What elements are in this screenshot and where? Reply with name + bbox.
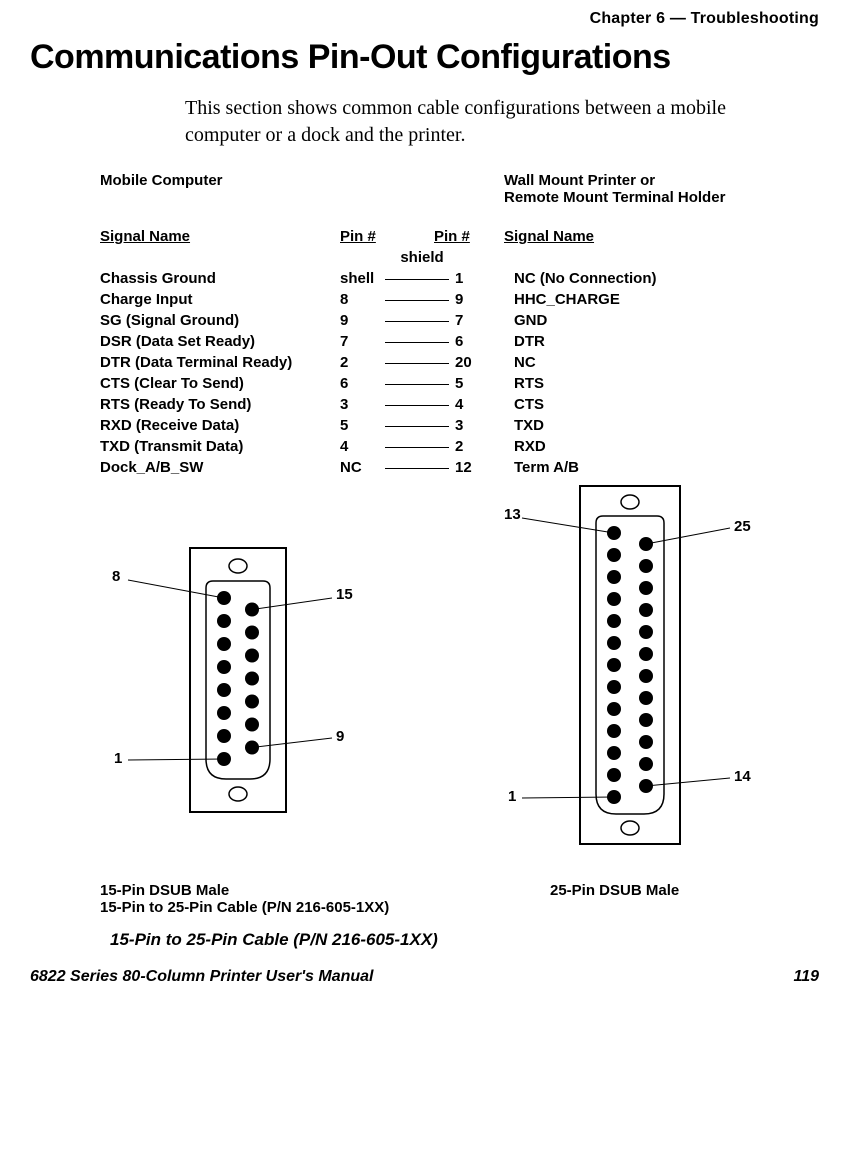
pin-left: 7 <box>340 333 385 350</box>
signal-right: RXD <box>514 438 784 455</box>
pin-number-label: 8 <box>112 568 120 585</box>
signal-right: Term A/B <box>514 459 784 476</box>
wire-line <box>385 363 449 364</box>
wire-line <box>385 405 449 406</box>
signal-left: CTS (Clear To Send) <box>100 375 340 392</box>
conn25-caption: 25-Pin DSUB Male <box>550 882 849 916</box>
col-pin-left: Pin # <box>340 228 410 245</box>
pinout-row: CTS (Clear To Send)6 5 RTS <box>100 373 799 394</box>
pinout-row: SG (Signal Ground)9 7 GND <box>100 310 799 331</box>
pin-right: 5 <box>449 375 494 392</box>
pin-right: 9 <box>449 291 494 308</box>
pinout-row: DSR (Data Set Ready)7 6 DTR <box>100 331 799 352</box>
pinout-row: RXD (Receive Data)5 3 TXD <box>100 415 799 436</box>
signal-right: NC (No Connection) <box>514 270 784 287</box>
signal-left: RXD (Receive Data) <box>100 417 340 434</box>
wire-line <box>385 342 449 343</box>
chapter-header: Chapter 6 — Troubleshooting <box>30 10 819 28</box>
wire-line <box>385 468 449 469</box>
pin-left: 3 <box>340 396 385 413</box>
signal-right: DTR <box>514 333 784 350</box>
pinout-row: Charge Input8 9 HHC_CHARGE <box>100 289 799 310</box>
signal-left: Chassis Ground <box>100 270 340 287</box>
pin-right: 12 <box>449 459 494 476</box>
col-signal-right: Signal Name <box>504 228 794 245</box>
col-signal-left: Signal Name <box>100 228 340 245</box>
pin-right: 20 <box>449 354 494 371</box>
right-device-header: Wall Mount Printer or Remote Mount Termi… <box>504 172 794 206</box>
pinout-row: Chassis Groundshell 1 NC (No Connection) <box>100 268 799 289</box>
pin-right: 4 <box>449 396 494 413</box>
pin-right: 7 <box>449 312 494 329</box>
intro-paragraph: This section shows common cable configur… <box>185 95 789 148</box>
pin-number-label: 9 <box>336 728 344 745</box>
connector-25pin-diagram: 13 25 1 14 <box>480 478 760 858</box>
connector-15pin-diagram: 8 15 1 9 <box>100 538 360 858</box>
signal-left: DTR (Data Terminal Ready) <box>100 354 340 371</box>
wire-line <box>385 426 449 427</box>
pin-right: 1 <box>449 270 494 287</box>
signal-left: SG (Signal Ground) <box>100 312 340 329</box>
pinout-row: RTS (Ready To Send)3 4 CTS <box>100 394 799 415</box>
wire-line <box>385 300 449 301</box>
pin-number-label: 1 <box>508 788 516 805</box>
wire-line <box>385 447 449 448</box>
pin-left: 8 <box>340 291 385 308</box>
pin-left: 5 <box>340 417 385 434</box>
connector-diagrams: 81519 1325114 <box>100 538 819 858</box>
shield-label: shield <box>340 249 504 266</box>
signal-left: Charge Input <box>100 291 340 308</box>
pin-number-label: 25 <box>734 518 751 535</box>
pin-number-label: 13 <box>504 506 521 523</box>
pin-right: 3 <box>449 417 494 434</box>
pin-left: 6 <box>340 375 385 392</box>
pinout-row: DTR (Data Terminal Ready)2 20 NC <box>100 352 799 373</box>
pinout-row: TXD (Transmit Data)4 2 RXD <box>100 436 799 457</box>
signal-right: TXD <box>514 417 784 434</box>
signal-left: TXD (Transmit Data) <box>100 438 340 455</box>
wire-line <box>385 321 449 322</box>
conn15-caption: 15-Pin DSUB Male 15-Pin to 25-Pin Cable … <box>100 882 550 916</box>
col-pin-right: Pin # <box>434 228 504 245</box>
pin-left: 9 <box>340 312 385 329</box>
signal-right: NC <box>514 354 784 371</box>
page-title: Communications Pin-Out Configurations <box>30 38 819 77</box>
signal-left: RTS (Ready To Send) <box>100 396 340 413</box>
pin-number-label: 15 <box>336 586 353 603</box>
cable-caption: 15-Pin to 25-Pin Cable (P/N 216-605-1XX) <box>110 930 819 950</box>
pin-right: 2 <box>449 438 494 455</box>
pin-left: NC <box>340 459 385 476</box>
signal-right: RTS <box>514 375 784 392</box>
pinout-table: Mobile Computer Wall Mount Printer or Re… <box>100 172 799 478</box>
signal-left: DSR (Data Set Ready) <box>100 333 340 350</box>
pin-left: 4 <box>340 438 385 455</box>
pin-number-label: 14 <box>734 768 751 785</box>
signal-left: Dock_A/B_SW <box>100 459 340 476</box>
pin-number-label: 1 <box>114 750 122 767</box>
left-device-header: Mobile Computer <box>100 172 340 206</box>
wire-line <box>385 384 449 385</box>
pin-right: 6 <box>449 333 494 350</box>
pinout-row: Dock_A/B_SWNC 12 Term A/B <box>100 457 799 478</box>
signal-right: GND <box>514 312 784 329</box>
signal-right: HHC_CHARGE <box>514 291 784 308</box>
pin-left: shell <box>340 270 385 287</box>
footer-page-number: 119 <box>793 968 819 986</box>
pin-left: 2 <box>340 354 385 371</box>
signal-right: CTS <box>514 396 784 413</box>
footer-manual-title: 6822 Series 80-Column Printer User's Man… <box>30 968 374 986</box>
wire-line <box>385 279 449 280</box>
